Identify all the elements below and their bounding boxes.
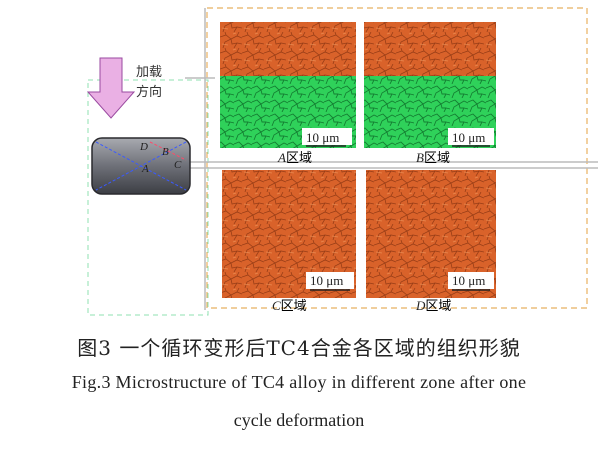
connector-lines <box>185 8 598 310</box>
panel-d: 10 μm D区域 <box>366 170 496 314</box>
scale-bar-label-c: 10 μm <box>310 273 343 288</box>
load-label-line1: 加载 <box>136 65 162 80</box>
panel-a: 10 μm A区域 <box>220 22 356 166</box>
caption-english-line1: Fig.3 Microstructure of TC4 alloy in dif… <box>71 372 527 392</box>
scale-box-d <box>448 272 494 289</box>
specimen-label-a: A <box>141 163 149 175</box>
zone-label-a: A区域 <box>277 150 312 166</box>
zone-label-d: D区域 <box>415 298 451 314</box>
panel-b: 10 μm B区域 <box>364 22 496 166</box>
specimen-label-b: B <box>162 146 169 158</box>
panel-c: 10 μm C区域 <box>222 170 356 314</box>
microstructure-figure: 10 μm A区域 10 μm B区域 10 μm C区域 10 μm D区域 <box>86 7 598 316</box>
scale-bar-label-a: 10 μm <box>306 130 339 145</box>
scale-box-a <box>302 128 352 145</box>
specimen-image: D B C A <box>91 137 191 195</box>
caption-chinese: 图3 一个循环变形后TC4合金各区域的组织形貌 <box>77 336 521 360</box>
load-label-line2: 方向 <box>136 84 162 100</box>
scale-box-b <box>448 128 494 145</box>
caption-english-line2: cycle deformation <box>233 410 365 430</box>
load-direction-arrow: 加载 方向 <box>86 57 162 119</box>
zone-label-b: B区域 <box>416 150 450 166</box>
specimen-frame <box>87 79 209 316</box>
zone-label-c: C区域 <box>272 298 307 314</box>
panel-frame <box>206 7 588 309</box>
specimen-label-c: C <box>174 159 182 171</box>
scale-bar-label-d: 10 μm <box>452 273 485 288</box>
specimen-label-d: D <box>139 141 148 153</box>
scale-box-c <box>306 272 354 289</box>
scale-bar-label-b: 10 μm <box>452 130 485 145</box>
